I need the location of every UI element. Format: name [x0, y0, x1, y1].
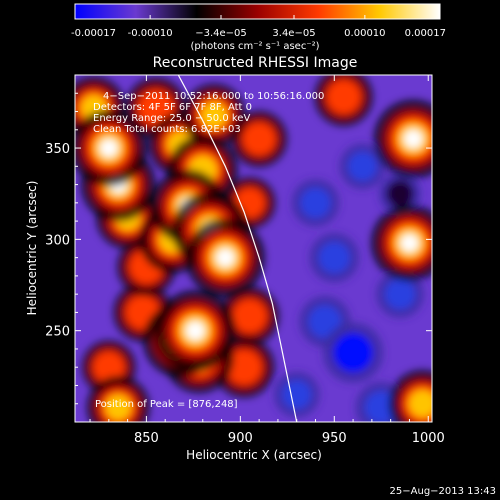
y-axis-label: Heliocentric Y (arcsec)	[25, 181, 39, 316]
chart-title: Reconstructed RHESSI Image	[153, 55, 358, 71]
source-mid	[232, 299, 267, 333]
source-mid	[326, 80, 361, 114]
negative-source	[282, 380, 312, 410]
plot-frame	[74, 74, 433, 423]
emission-sources	[75, 75, 432, 422]
y-axis-ticks: 250 300 350	[45, 74, 432, 423]
source-core	[99, 138, 118, 158]
solar-limb-curve	[177, 75, 298, 422]
colorbar-unit-label: (photons cm⁻² s⁻¹ asec⁻²)	[190, 41, 319, 52]
colorbar	[74, 3, 441, 20]
annotation-detectors: Detectors: 4F 5F 6F 7F 8F, Att 0	[93, 102, 252, 113]
source-mid	[93, 351, 125, 383]
x-tick-label: 1000	[412, 431, 445, 446]
source-inner	[105, 394, 132, 421]
negative-source	[347, 151, 378, 181]
y-tick-label: 300	[45, 233, 70, 248]
annotation-energy: Energy Range: 25.0 − 50.0 keV	[93, 113, 250, 124]
x-tick-label: 900	[228, 431, 253, 446]
negative-source	[308, 305, 342, 338]
y-tick-label: 350	[45, 142, 70, 157]
source-mid	[242, 122, 276, 156]
colorbar-tick-label: -0.00017	[71, 28, 116, 39]
source-inner	[408, 389, 432, 418]
footer-timestamp: 25−Aug−2013 13:43	[390, 486, 496, 497]
colorbar-tick-label: 0.00010	[344, 28, 385, 39]
plot-area	[75, 75, 432, 422]
colorbar-tick-label: -0.00010	[128, 28, 173, 39]
x-tick-label: 950	[322, 431, 347, 446]
source-core	[400, 233, 419, 253]
x-tick-label: 850	[134, 431, 159, 446]
negative-source	[318, 241, 351, 274]
negative-source	[384, 279, 416, 310]
source-inner	[201, 102, 227, 128]
x-axis-ticks: 850 900 950 1000	[89, 75, 445, 446]
colorbar-ticks: -0.00017 -0.00010 −3.4e−05 3.4e−05 0.00010 0.…	[71, 15, 446, 39]
negative-source	[333, 333, 373, 372]
source-mid	[138, 90, 174, 126]
colorbar-tick-label: −3.4e−05	[195, 28, 247, 39]
source-core	[403, 129, 423, 149]
colorbar-tick-label: 0.00017	[405, 28, 446, 39]
negative-source	[386, 180, 414, 208]
colorbar-tick-label: 3.4e−05	[272, 28, 315, 39]
source-core	[185, 321, 205, 341]
annotation-time-range: 4−Sep−2011 10:52:16.000 to 10:56:16.000	[103, 91, 324, 102]
source-core	[215, 248, 235, 267]
annotation-clean: Clean Total counts: 6.82E+03	[93, 124, 241, 135]
y-tick-label: 250	[45, 325, 70, 340]
negative-source	[300, 187, 331, 218]
source-mid	[226, 349, 262, 385]
annotation-peak: Position of Peak = [876,248]	[95, 399, 238, 410]
x-axis-label: Heliocentric X (arcsec)	[186, 448, 322, 462]
